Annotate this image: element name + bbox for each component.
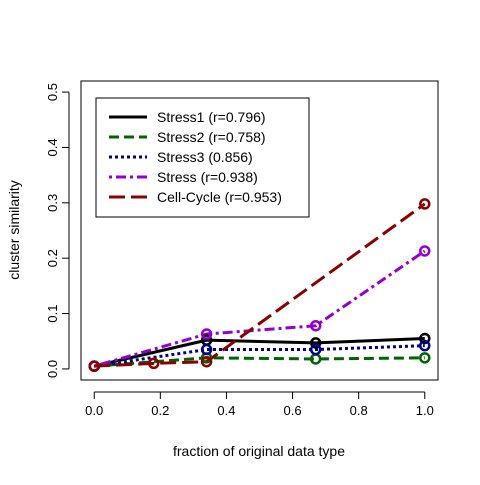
y-axis: 0.0 0.1 0.2 0.3 0.4 0.5	[45, 83, 70, 378]
x-tick-label: 0.4	[217, 403, 235, 418]
plot-frame	[80, 80, 439, 381]
y-tick-label: 0.1	[45, 305, 60, 323]
data-point	[309, 337, 322, 349]
data-point	[309, 343, 322, 356]
legend-label: Stress1 (r=0.796)	[157, 109, 266, 125]
series-line	[93, 249, 426, 368]
x-tick-label: 0.6	[284, 403, 302, 418]
y-tick-label: 0.3	[45, 194, 60, 212]
series-layer	[88, 198, 431, 372]
series-line	[94, 344, 425, 368]
legend-label: Stress2 (r=0.758)	[157, 129, 266, 145]
data-point	[147, 357, 160, 370]
legend-label: Stress3 (0.856)	[157, 149, 253, 165]
data-point	[200, 355, 213, 368]
data-point	[419, 339, 431, 352]
data-point	[419, 332, 431, 345]
x-tick-label: 0.2	[151, 403, 169, 418]
legend-label: Cell-Cycle (r=0.953)	[157, 189, 282, 205]
legend-label: Stress (r=0.938)	[157, 169, 258, 185]
y-axis-label: cluster similarity	[6, 180, 22, 280]
y-tick-label: 0.5	[45, 83, 60, 101]
x-tick-label: 0.0	[85, 403, 103, 418]
y-tick-label: 0.4	[45, 138, 60, 156]
series-line	[94, 202, 426, 368]
data-point	[200, 328, 213, 340]
x-axis: 0.0 0.2 0.4 0.6 0.8 1.0	[85, 391, 434, 418]
y-tick-label: 0.0	[45, 360, 60, 378]
data-point	[309, 319, 322, 332]
legend: Stress1 (r=0.796) Stress2 (r=0.758) Stress…	[95, 97, 310, 218]
x-tick-label: 1.0	[416, 403, 434, 418]
series-line	[93, 336, 425, 368]
data-point	[419, 245, 431, 257]
x-tick-label: 0.8	[350, 403, 368, 418]
data-point	[200, 343, 213, 356]
data-point	[419, 198, 431, 210]
y-tick-label: 0.2	[45, 249, 60, 267]
data-point	[88, 360, 100, 372]
x-axis-label: fraction of original data type	[173, 443, 345, 459]
data-point	[419, 352, 431, 364]
series-line	[94, 356, 425, 368]
